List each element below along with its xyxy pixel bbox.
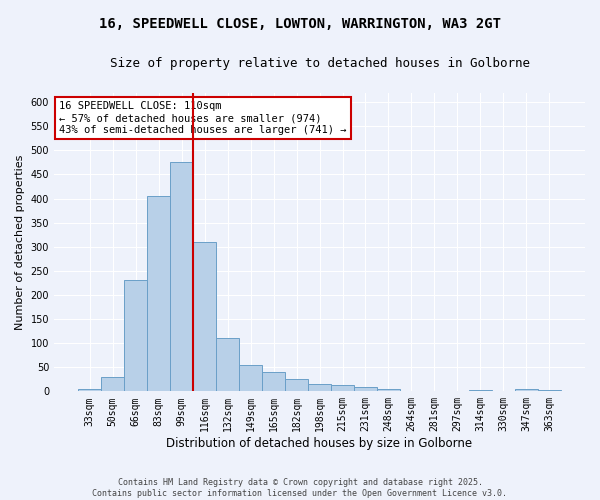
Bar [538, 390, 561, 392]
Bar [331, 385, 354, 392]
Bar [170, 162, 193, 392]
Bar [239, 365, 262, 392]
Title: Size of property relative to detached houses in Golborne: Size of property relative to detached ho… [110, 58, 530, 70]
Bar [515, 390, 538, 392]
Bar [124, 280, 147, 392]
Text: 16 SPEEDWELL CLOSE: 110sqm
← 57% of detached houses are smaller (974)
43% of sem: 16 SPEEDWELL CLOSE: 110sqm ← 57% of deta… [59, 102, 347, 134]
Text: Contains HM Land Registry data © Crown copyright and database right 2025.
Contai: Contains HM Land Registry data © Crown c… [92, 478, 508, 498]
Y-axis label: Number of detached properties: Number of detached properties [15, 154, 25, 330]
Bar [469, 390, 492, 392]
Bar [147, 196, 170, 392]
Text: 16, SPEEDWELL CLOSE, LOWTON, WARRINGTON, WA3 2GT: 16, SPEEDWELL CLOSE, LOWTON, WARRINGTON,… [99, 18, 501, 32]
Bar [262, 372, 285, 392]
Bar [216, 338, 239, 392]
Bar [101, 377, 124, 392]
Bar [308, 384, 331, 392]
X-axis label: Distribution of detached houses by size in Golborne: Distribution of detached houses by size … [166, 437, 473, 450]
Bar [285, 380, 308, 392]
Bar [354, 386, 377, 392]
Bar [193, 242, 216, 392]
Bar [78, 389, 101, 392]
Bar [377, 390, 400, 392]
